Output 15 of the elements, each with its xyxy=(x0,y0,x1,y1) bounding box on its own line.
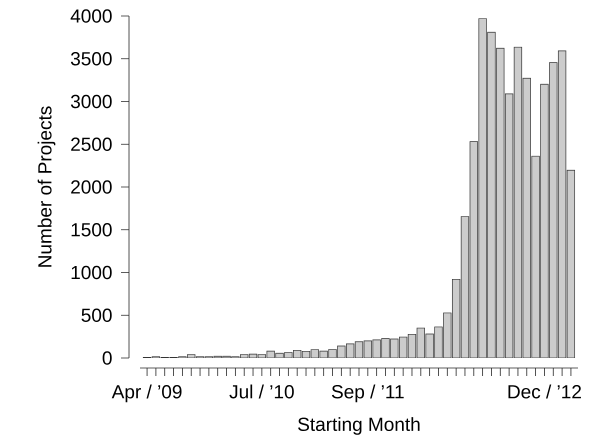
x-tick-label: Apr / ’09 xyxy=(112,384,182,402)
y-tick-label: 3500 xyxy=(70,52,112,66)
y-tick-label: 1500 xyxy=(72,223,112,236)
x-tick-label: Jul / ’10 xyxy=(229,384,294,398)
y-tick-label: 1000 xyxy=(72,266,112,280)
y-tick-label: 3000 xyxy=(70,94,112,108)
y-tick-label: 4000 xyxy=(70,9,112,23)
y-tick-label: 2500 xyxy=(71,138,112,151)
x-axis-title: Starting Month xyxy=(298,417,420,435)
y-tick-label: 2000 xyxy=(71,180,112,194)
y-tick-label: 0 xyxy=(102,351,112,365)
x-tick-label: Sep / ’11 xyxy=(332,384,404,402)
y-tick-label: 500 xyxy=(82,308,112,322)
y-axis-title: Number of Projects xyxy=(38,106,56,267)
x-tick-label: Dec / ’12 xyxy=(508,384,581,398)
